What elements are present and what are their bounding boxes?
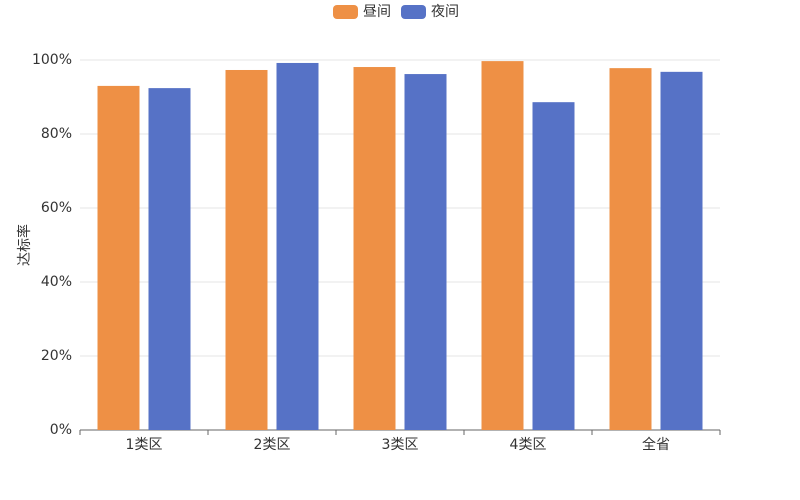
legend-label: 昼间: [363, 4, 391, 20]
bar: [609, 68, 652, 430]
y-tick-label: 0%: [50, 422, 72, 438]
bar: [481, 61, 524, 431]
bar: [148, 88, 191, 431]
legend-label: 夜间: [431, 4, 459, 20]
y-tick-label: 80%: [41, 126, 72, 142]
y-tick-label: 100%: [32, 52, 72, 68]
x-tick-label: 2类区: [254, 437, 291, 453]
x-tick-label: 1类区: [126, 437, 163, 453]
y-tick-label: 20%: [41, 348, 72, 364]
x-tick-label: 3类区: [382, 437, 419, 453]
y-axis-label: 达标率: [16, 224, 33, 266]
bar: [353, 67, 396, 430]
x-tick-label: 4类区: [510, 437, 547, 453]
legend-swatch: [333, 5, 358, 19]
bar: [225, 69, 268, 431]
bar: [97, 85, 140, 431]
y-tick-label: 60%: [41, 200, 72, 216]
bar: [276, 62, 319, 431]
legend-swatch: [401, 5, 426, 19]
bar: [404, 74, 447, 430]
y-tick-label: 40%: [41, 274, 72, 290]
bar: [532, 102, 575, 431]
bar: [660, 71, 703, 430]
x-tick-label: 全省: [642, 436, 670, 453]
